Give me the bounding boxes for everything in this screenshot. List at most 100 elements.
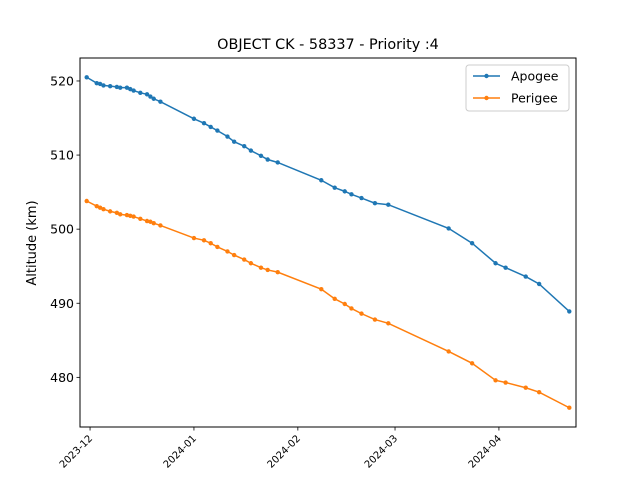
y-tick-label: 510 [50, 148, 74, 163]
apogee-data-point [536, 281, 542, 287]
apogee-data-point [144, 92, 150, 97]
x-tick-label: 2024-04 [467, 433, 504, 470]
perigee-data-point [191, 235, 197, 241]
perigee-data-point [148, 219, 153, 224]
perigee-data-point [94, 203, 99, 209]
y-tick-label: 480 [50, 370, 74, 385]
perigee-data-point [359, 311, 364, 316]
axes-frame [79, 57, 577, 428]
apogee-data-point [275, 160, 280, 165]
legend: Apogee Perigee [465, 64, 570, 112]
apogee-data-point [503, 265, 508, 270]
apogee-data-point [131, 88, 136, 93]
apogee-data-point [231, 139, 237, 144]
plot-area [84, 75, 572, 410]
y-axis-label: Altitude (km) [25, 200, 40, 285]
apogee-data-point [248, 148, 254, 153]
perigee-data-point [128, 213, 133, 219]
apogee-data-point [493, 261, 498, 266]
apogee-data-point [372, 201, 378, 206]
perigee-data-point [258, 265, 264, 270]
apogee-data-point [118, 85, 123, 90]
apogee-data-point [158, 99, 163, 104]
perigee-data-point [124, 212, 130, 218]
perigee-data-point [131, 214, 136, 219]
perigee-data-point [503, 380, 508, 385]
apogee-data-point [128, 86, 133, 92]
apogee-data-point [101, 83, 106, 88]
perigee-data-point [215, 244, 220, 250]
apogee-data-point [151, 96, 156, 101]
perigee-data-point [231, 252, 237, 258]
perigee-data-point [332, 296, 337, 302]
apogee-data-point [201, 121, 207, 126]
x-axis: 2023-12 2024-01 2024-02 2024-03 2024-04 [58, 427, 504, 471]
apogee-series-line [86, 76, 570, 312]
perigee-data-point [446, 349, 451, 354]
perigee-data-point [151, 221, 156, 226]
apogee-data-point [523, 274, 528, 279]
x-tick-label: 2024-03 [363, 433, 400, 470]
perigee-data-point [523, 385, 528, 390]
apogee-data-point [97, 81, 103, 87]
apogee-data-point [191, 116, 197, 121]
apogee-data-point [359, 195, 364, 201]
y-tick-label: 500 [50, 222, 74, 237]
apogee-data-point [124, 85, 130, 90]
perigee-data-point [208, 241, 213, 246]
perigee-data-point [144, 218, 150, 224]
apogee-data-point [215, 128, 220, 133]
perigee-data-point [114, 210, 120, 216]
apogee-data-point [469, 241, 475, 246]
apogee-data-point [114, 84, 120, 90]
apogee-data-point [148, 94, 153, 99]
apogee-data-point [567, 309, 572, 314]
perigee-data-point [201, 238, 207, 243]
perigee-data-point [101, 206, 106, 212]
perigee-data-point [225, 249, 230, 254]
apogee-data-point [94, 80, 99, 86]
perigee-data-point [275, 269, 280, 275]
perigee-data-point [319, 286, 324, 292]
perigee-data-point [242, 257, 247, 262]
perigee-data-point [536, 389, 542, 395]
perigee-data-point [138, 216, 143, 221]
perigee-data-point [493, 378, 498, 383]
perigee-data-point [265, 267, 270, 273]
apogee-data-point [342, 189, 347, 194]
x-tick-label: 2024-01 [162, 433, 199, 470]
apogee-data-point [332, 185, 337, 190]
perigee-data-point [158, 223, 163, 228]
perigee-data-point [248, 261, 254, 266]
legend-perigee-label: Perigee [511, 91, 558, 106]
perigee-data-point [97, 205, 103, 210]
x-tick-label: 2023-12 [58, 433, 95, 470]
apogee-data-point [265, 157, 270, 162]
y-tick-label: 490 [50, 296, 74, 311]
apogee-data-point [349, 192, 354, 197]
y-axis: 480 490 500 510 520 [50, 73, 80, 385]
legend-apogee-label: Apogee [511, 69, 559, 84]
apogee-data-point [107, 83, 113, 89]
perigee-data-point [342, 301, 347, 307]
apogee-data-point [386, 202, 391, 207]
perigee-data-point [372, 317, 378, 322]
chart-title: OBJECT CK - 58337 - Priority :4 [217, 37, 439, 53]
y-tick-label: 520 [50, 73, 74, 88]
perigee-data-point [386, 321, 391, 326]
perigee-data-point [118, 212, 123, 217]
apogee-data-point [242, 143, 247, 149]
apogee-data-point [138, 90, 143, 96]
legend-apogee-marker [484, 73, 489, 79]
apogee-data-point [225, 134, 230, 139]
apogee-data-point [208, 124, 213, 130]
legend-perigee-marker [484, 95, 489, 101]
perigee-data-point [84, 198, 89, 204]
perigee-data-point [567, 405, 572, 410]
perigee-data-point [107, 209, 113, 214]
x-tick-label: 2024-02 [266, 433, 303, 470]
perigee-data-point [469, 361, 475, 366]
apogee-data-point [258, 153, 264, 159]
apogee-data-point [446, 226, 451, 231]
